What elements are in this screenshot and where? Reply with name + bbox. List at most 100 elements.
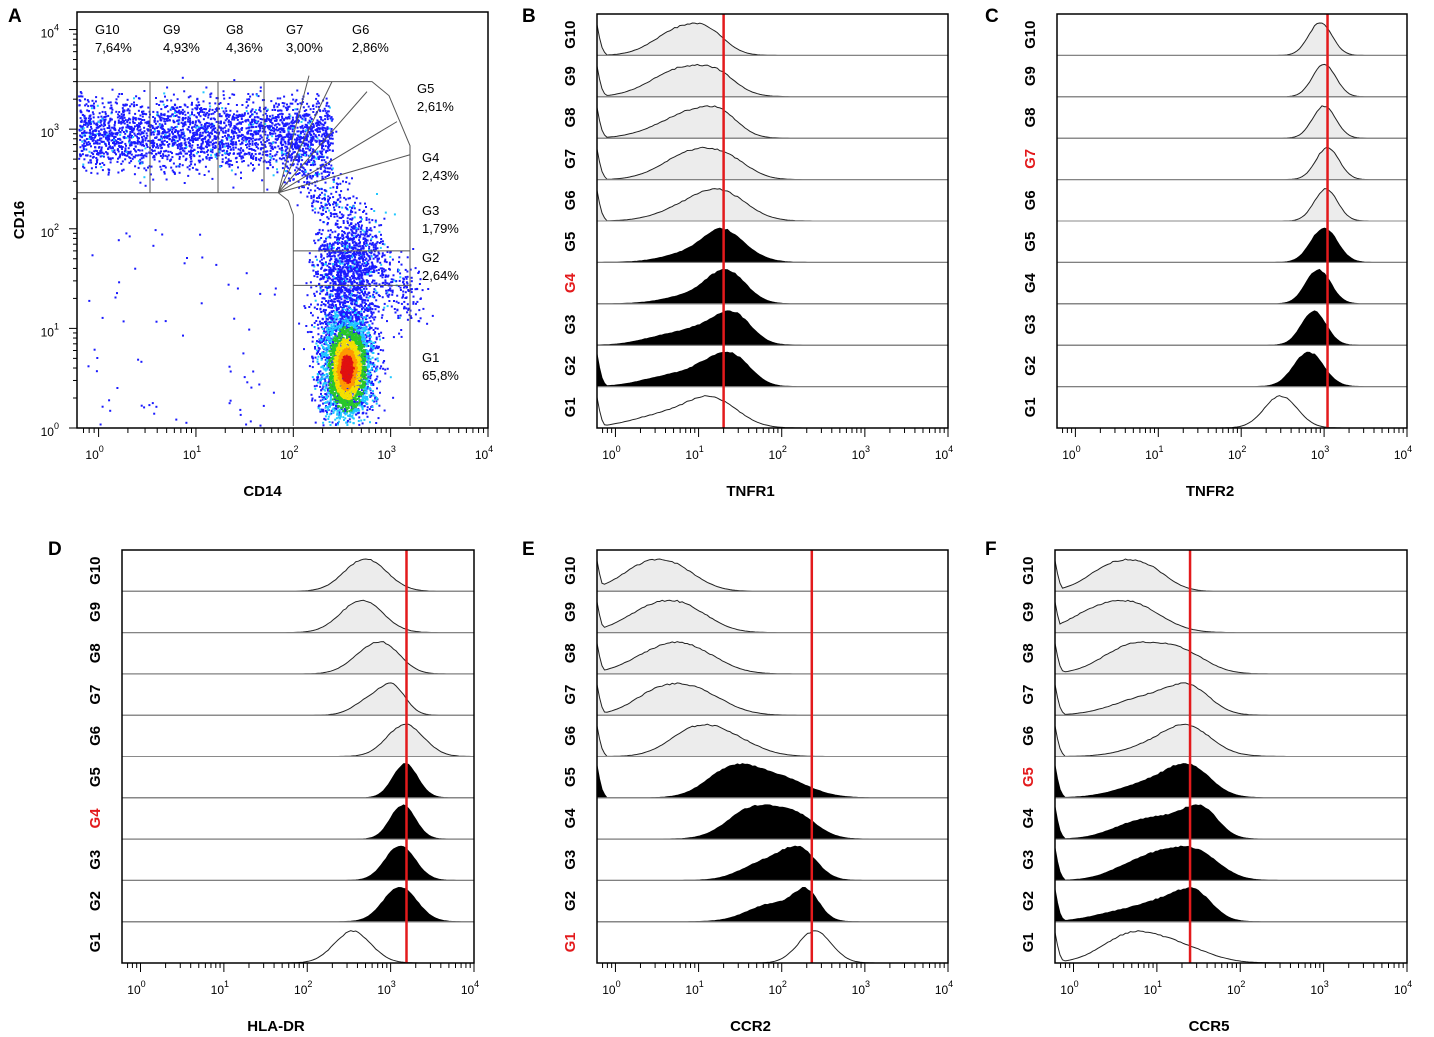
scatter-point [328,106,331,109]
scatter-point [342,220,345,222]
scatter-point [320,172,323,175]
scatter-point [285,134,288,137]
scatter-point [79,153,81,156]
scatter-point [141,138,144,141]
scatter-point [176,111,179,114]
scatter-point [266,139,269,142]
scatter-point [252,101,255,104]
scatter-point [99,125,102,128]
scatter-point [94,149,97,152]
scatter-point [84,104,87,107]
scatter-point [325,300,328,302]
scatter-point [194,137,197,140]
scatter-point [365,212,368,215]
scatter-point [121,129,124,132]
scatter-point [261,99,264,102]
scatter-point [89,117,92,120]
scatter-point [315,105,318,108]
scatter-point [109,117,112,120]
scatter-point [164,120,167,123]
scatter-point [138,124,141,127]
scatter-point [296,137,298,140]
scatter-point [163,92,166,95]
scatter-point [246,143,249,146]
scatter-point [402,290,405,293]
scatter-point [235,116,238,119]
scatter-point [178,134,181,137]
scatter-point [360,402,363,404]
scatter-point [375,282,378,285]
scatter-point [228,159,230,162]
scatter-point [93,136,96,139]
scatter-point [321,229,324,232]
scatter-point [79,135,82,138]
scatter-point [134,134,137,137]
scatter-point [322,308,325,311]
scatter-point [201,111,204,113]
scatter-point [330,192,333,195]
scatter-point [253,121,256,124]
scatter-point [96,139,99,142]
scatter-point [219,102,222,104]
scatter-point [322,410,325,413]
scatter-point [348,242,351,245]
scatter-point [83,119,86,122]
scatter-point [315,384,318,387]
scatter-point [315,157,318,160]
scatter-point [293,125,296,128]
scatter-point [125,136,128,139]
scatter-point [184,123,187,126]
scatter-point [184,143,187,146]
scatter-point [374,256,377,259]
scatter-point [116,141,118,144]
scatter-point [329,215,332,218]
scatter-point [261,130,264,133]
scatter-point [138,140,141,143]
scatter-point [299,191,302,194]
scatter-point [212,123,215,126]
scatter-point [222,149,225,152]
scatter-point [245,140,248,143]
scatter-point [330,245,333,248]
scatter-point [331,137,334,140]
scatter-point [346,234,349,237]
scatter-point [386,305,389,308]
scatter-point [176,125,179,128]
scatter-point [282,143,284,146]
scatter-point [314,189,317,192]
scatter-point [153,119,156,122]
scatter-point [326,126,329,129]
scatter-point [186,106,189,109]
scatter-point [393,308,396,310]
scatter-point [337,322,339,325]
scatter-point [324,129,327,132]
scatter-point [251,113,253,116]
scatter-point [410,291,413,294]
scatter-point [169,159,172,162]
scatter-point [85,148,88,151]
scatter-point [362,331,365,334]
scatter-point [86,109,89,112]
scatter-point [103,133,106,136]
scatter-point [380,331,383,334]
scatter-point [261,179,264,182]
scatter-point [159,117,162,120]
scatter-point [208,108,211,111]
scatter-point [403,307,405,310]
scatter-point [368,256,371,259]
scatter-point [284,116,287,119]
scatter-point [365,273,367,276]
scatter-point [90,167,93,170]
scatter-point [299,156,302,159]
scatter-point [120,146,123,149]
scatter-point [324,286,327,289]
scatter-point [225,142,228,145]
scatter-point [370,315,373,318]
scatter-point [305,282,308,285]
scatter-point [193,114,196,117]
scatter-point [358,331,361,334]
scatter-point [207,143,210,146]
scatter-point [318,130,321,133]
scatter-point [93,102,95,105]
scatter-point [221,150,224,153]
